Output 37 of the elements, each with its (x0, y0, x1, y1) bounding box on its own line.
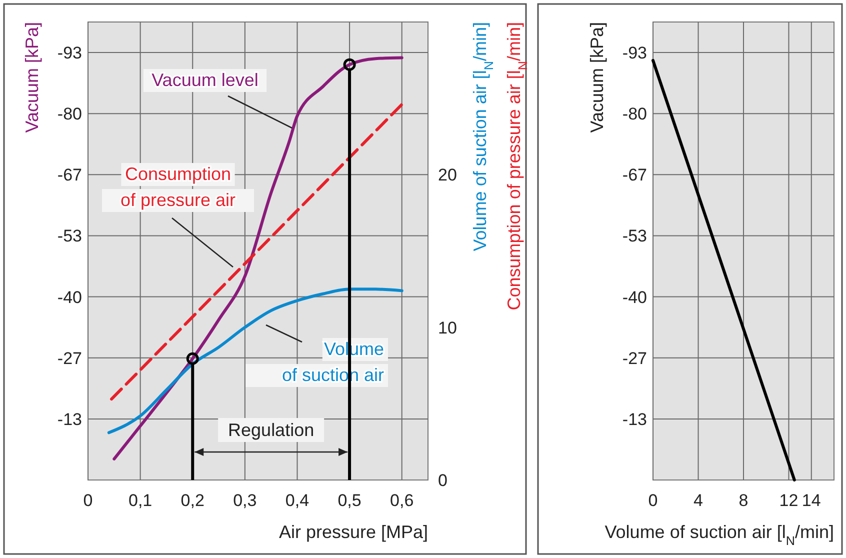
text: Vacuum level (152, 70, 258, 90)
y-tick-label: -67 (57, 166, 82, 185)
y-tick-label: -40 (622, 288, 647, 307)
annotation: Regulation (228, 420, 314, 440)
x-tick-label: 0,6 (390, 491, 414, 510)
y-tick-label: -13 (57, 410, 82, 429)
x-tick-label: 12 (779, 491, 798, 510)
y-tick-label: -27 (622, 348, 647, 368)
y-tick-label: -67 (622, 166, 647, 185)
x-tick-label: 14 (802, 491, 821, 510)
x-tick-label: 0,2 (180, 491, 204, 510)
x-axis-title: Volume of suction air [l$_{N}$/min] (604, 522, 834, 548)
y2-tick-label: 20 (438, 166, 457, 185)
y-axis-title: Vacuum [kPa] (22, 22, 42, 133)
x-tick-label: 0 (648, 491, 658, 510)
y-tick-label: -13 (622, 410, 647, 429)
x-tick-label: 0,3 (233, 491, 257, 510)
y-tick-label: -80 (622, 104, 647, 124)
y-tick-label: -40 (57, 288, 82, 307)
y-tick-label: -93 (57, 44, 82, 63)
y-tick-label: -53 (57, 226, 82, 246)
x-axis-title: Air pressure [MPa] (278, 522, 428, 542)
y2-tick-label: 10 (438, 318, 457, 338)
x-tick-label: 8 (738, 491, 748, 510)
y-tick-label: -53 (622, 226, 647, 246)
x-tick-label: 0,4 (285, 491, 310, 510)
y-tick-label: -27 (57, 348, 82, 368)
x-tick-label: 0 (83, 491, 93, 510)
x-tick-label: 0,5 (338, 491, 362, 510)
y-axis-title: Vacuum [kPa] (587, 22, 607, 133)
y-tick-label: -80 (57, 104, 82, 124)
y2-tick-label: 0 (438, 471, 448, 490)
x-tick-label: 0,1 (128, 491, 152, 510)
line-series (112, 56, 404, 460)
y-tick-label: -93 (622, 44, 647, 63)
x-tick-label: 4 (694, 491, 703, 510)
text: Consumption of pressure air (120, 164, 236, 210)
